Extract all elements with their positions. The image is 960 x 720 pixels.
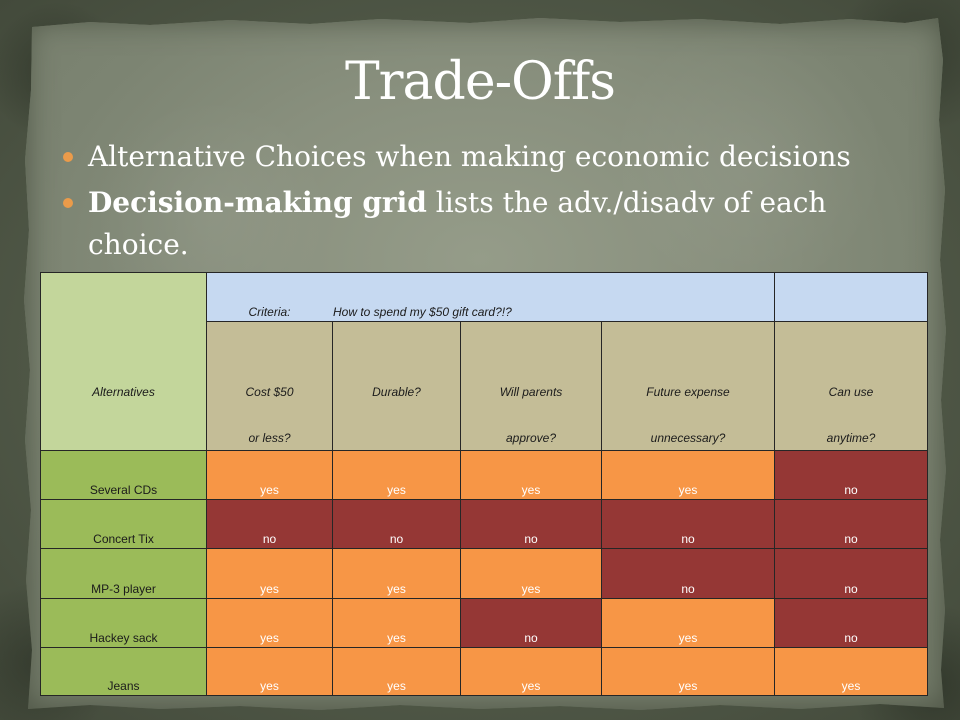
alternatives-header: Alternatives [41,273,206,450]
criterion-header: Durable? [333,322,460,450]
bullet-item: Decision-making grid lists the adv./disa… [63,182,888,266]
criterion-header: Future expense unnecessary? [602,322,774,450]
alternative-label: MP-3 player [41,549,206,598]
grid-cell: yes [775,648,927,695]
bullet-text: Alternative Choices when making economic… [88,140,851,173]
grid-cell: yes [333,599,460,647]
bullet-list: Alternative Choices when making economic… [63,136,888,270]
criterion-line-1: Durable? [372,385,421,399]
grid-cell: no [461,500,601,548]
slide-title: Trade-Offs [345,52,616,112]
criterion-header: Can use anytime? [775,322,927,450]
criterion-line-2: or less? [248,431,291,445]
criteria-header: Criteria: How to spend my $50 gift card?… [207,273,774,321]
grid-cell: no [602,549,774,598]
grid-cell: yes [207,599,332,647]
grid-cell: no [602,500,774,548]
criterion-line-1: Will parents [499,385,563,399]
criteria-label: Criteria: [248,305,291,319]
criterion-line-1: Future expense [646,385,730,399]
grid-cell: no [333,500,460,548]
bullet-dot-icon [63,152,73,162]
criterion-line-2: anytime? [826,431,876,445]
grid-cell: yes [333,648,460,695]
alternative-label: Concert Tix [41,500,206,548]
grid-cell: no [775,451,927,499]
alternative-label: Several CDs [41,451,206,499]
grid-cell: yes [461,549,601,598]
alternatives-header-label: Alternatives [92,385,155,399]
criterion-line-1: Can use [828,385,874,399]
decision-making-grid: Alternatives Criteria: How to spend my $… [40,272,928,696]
alternative-label: Jeans [41,648,206,695]
grid-cell: yes [602,648,774,695]
bullet-bold-term: Decision-making grid [88,186,427,219]
grid-cell: yes [333,451,460,499]
grid-cell: no [207,500,332,548]
bullet-text: lists the adv./disadv of each choice. [88,186,827,261]
criterion-line-2: approve? [505,431,557,445]
criterion-header: Cost $50 or less? [207,322,332,450]
grid-cell: no [775,599,927,647]
grid-cell: no [775,500,927,548]
grid-cell: yes [461,648,601,695]
grid-cell: yes [602,599,774,647]
bullet-item: Alternative Choices when making economic… [63,136,888,178]
grid-cell: no [775,549,927,598]
criterion-header: Will parents approve? [461,322,601,450]
grid-cell: yes [461,451,601,499]
grid-cell: yes [333,549,460,598]
criterion-line-2: unnecessary? [650,431,726,445]
grid-cell: no [461,599,601,647]
criteria-prompt: How to spend my $50 gift card?!? [333,305,512,319]
grid-cell: yes [602,451,774,499]
criterion-line-1: Cost $50 [245,385,294,399]
alternative-label: Hackey sack [41,599,206,647]
criteria-header-blank [775,273,927,321]
grid-cell: yes [207,648,332,695]
grid-cell: yes [207,451,332,499]
grid-cell: yes [207,549,332,598]
bullet-dot-icon [63,198,73,208]
